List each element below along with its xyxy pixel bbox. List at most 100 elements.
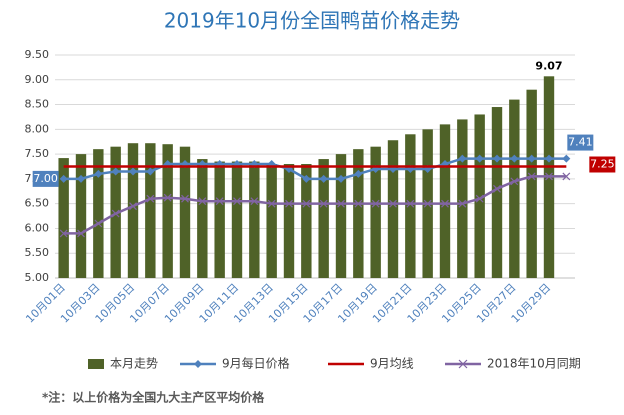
marker: [510, 177, 519, 186]
value-label-box: [589, 156, 616, 173]
marker: [371, 199, 380, 208]
marker: [59, 174, 68, 183]
marker: [475, 194, 484, 203]
marker: [302, 174, 311, 183]
marker: [267, 199, 276, 208]
marker: [441, 199, 449, 208]
y-tick-label: 6.00: [25, 221, 50, 234]
bar: [93, 149, 104, 278]
marker: [302, 199, 311, 208]
bar: [214, 161, 225, 278]
marker: [250, 197, 259, 206]
marker: [111, 167, 120, 176]
marker: [59, 229, 68, 238]
bar: [439, 124, 451, 278]
y-tick-label: 9.50: [25, 48, 50, 61]
marker: [458, 154, 467, 163]
marker: [389, 199, 397, 208]
bar: [370, 146, 381, 278]
y-tick-label: 6.50: [25, 197, 50, 210]
marker: [510, 154, 519, 163]
legend-label: 9月均线: [370, 357, 414, 371]
chart-title: 2019年10月份全国鸭苗价格走势: [164, 9, 460, 33]
value-label-box: [32, 170, 59, 187]
marker: [163, 193, 172, 202]
marker: [285, 199, 293, 208]
line: [63, 175, 567, 235]
legend-marker: [458, 359, 468, 369]
bar: [249, 161, 260, 278]
bar: [179, 146, 191, 278]
marker: [319, 174, 328, 183]
marker: [354, 169, 363, 178]
marker: [423, 199, 432, 208]
bar: [474, 114, 485, 278]
value-label: 7.25: [590, 158, 615, 171]
marker: [527, 172, 536, 181]
y-tick-label: 7.50: [25, 147, 50, 160]
y-tick-label: 5.50: [25, 246, 50, 259]
legend-label: 9月每日价格: [222, 356, 290, 371]
y-tick-label: 5.00: [25, 271, 50, 284]
marker: [545, 172, 553, 181]
value-label: 7.00: [33, 172, 58, 185]
y-tick-label: 8.00: [25, 122, 50, 135]
bar: [162, 144, 173, 278]
bar: [197, 159, 208, 278]
bar: [335, 154, 347, 278]
marker: [94, 219, 103, 228]
marker: [319, 199, 328, 208]
marker: [198, 197, 207, 206]
value-label-box: [567, 134, 594, 151]
marker: [94, 169, 103, 178]
marker: [545, 154, 553, 163]
marker: [337, 199, 345, 208]
footnote: *注：以上价格为全国九大主产区平均价格: [42, 390, 265, 405]
marker: [562, 154, 571, 163]
marker: [406, 199, 415, 208]
marker: [77, 174, 85, 183]
marker: [111, 209, 120, 218]
marker: [146, 194, 155, 203]
bar: [318, 159, 329, 278]
value-label: 7.41: [568, 136, 593, 149]
bar: [283, 164, 295, 278]
marker: [129, 167, 137, 176]
bar: [405, 134, 416, 278]
y-tick-label: 8.50: [25, 98, 50, 111]
bar: [491, 107, 503, 279]
value-label: 9.07: [535, 59, 562, 72]
marker: [493, 184, 501, 193]
bar: [266, 164, 277, 278]
bar: [301, 164, 312, 278]
line: [63, 157, 567, 181]
legend-marker: [194, 360, 202, 368]
legend-label: 本月走势: [110, 357, 158, 371]
bar: [145, 143, 156, 278]
bar: [526, 89, 537, 278]
bar: [58, 158, 69, 278]
bar: [75, 154, 87, 278]
bar: [353, 149, 364, 278]
marker: [475, 154, 484, 163]
bar: [457, 119, 468, 278]
bar: [509, 99, 520, 278]
marker: [458, 199, 467, 208]
legend-swatch: [88, 359, 104, 369]
marker: [215, 197, 224, 206]
legend-label: 2018年10月同期: [487, 357, 581, 371]
bar: [231, 161, 243, 278]
marker: [562, 172, 571, 181]
marker: [181, 194, 189, 203]
marker: [354, 199, 363, 208]
marker: [77, 229, 85, 238]
marker: [337, 174, 345, 183]
marker: [493, 154, 501, 163]
y-tick-label: 9.00: [25, 73, 50, 86]
bar: [127, 143, 139, 278]
marker: [146, 167, 155, 176]
marker: [233, 197, 241, 206]
marker: [527, 154, 536, 163]
marker: [129, 202, 137, 211]
